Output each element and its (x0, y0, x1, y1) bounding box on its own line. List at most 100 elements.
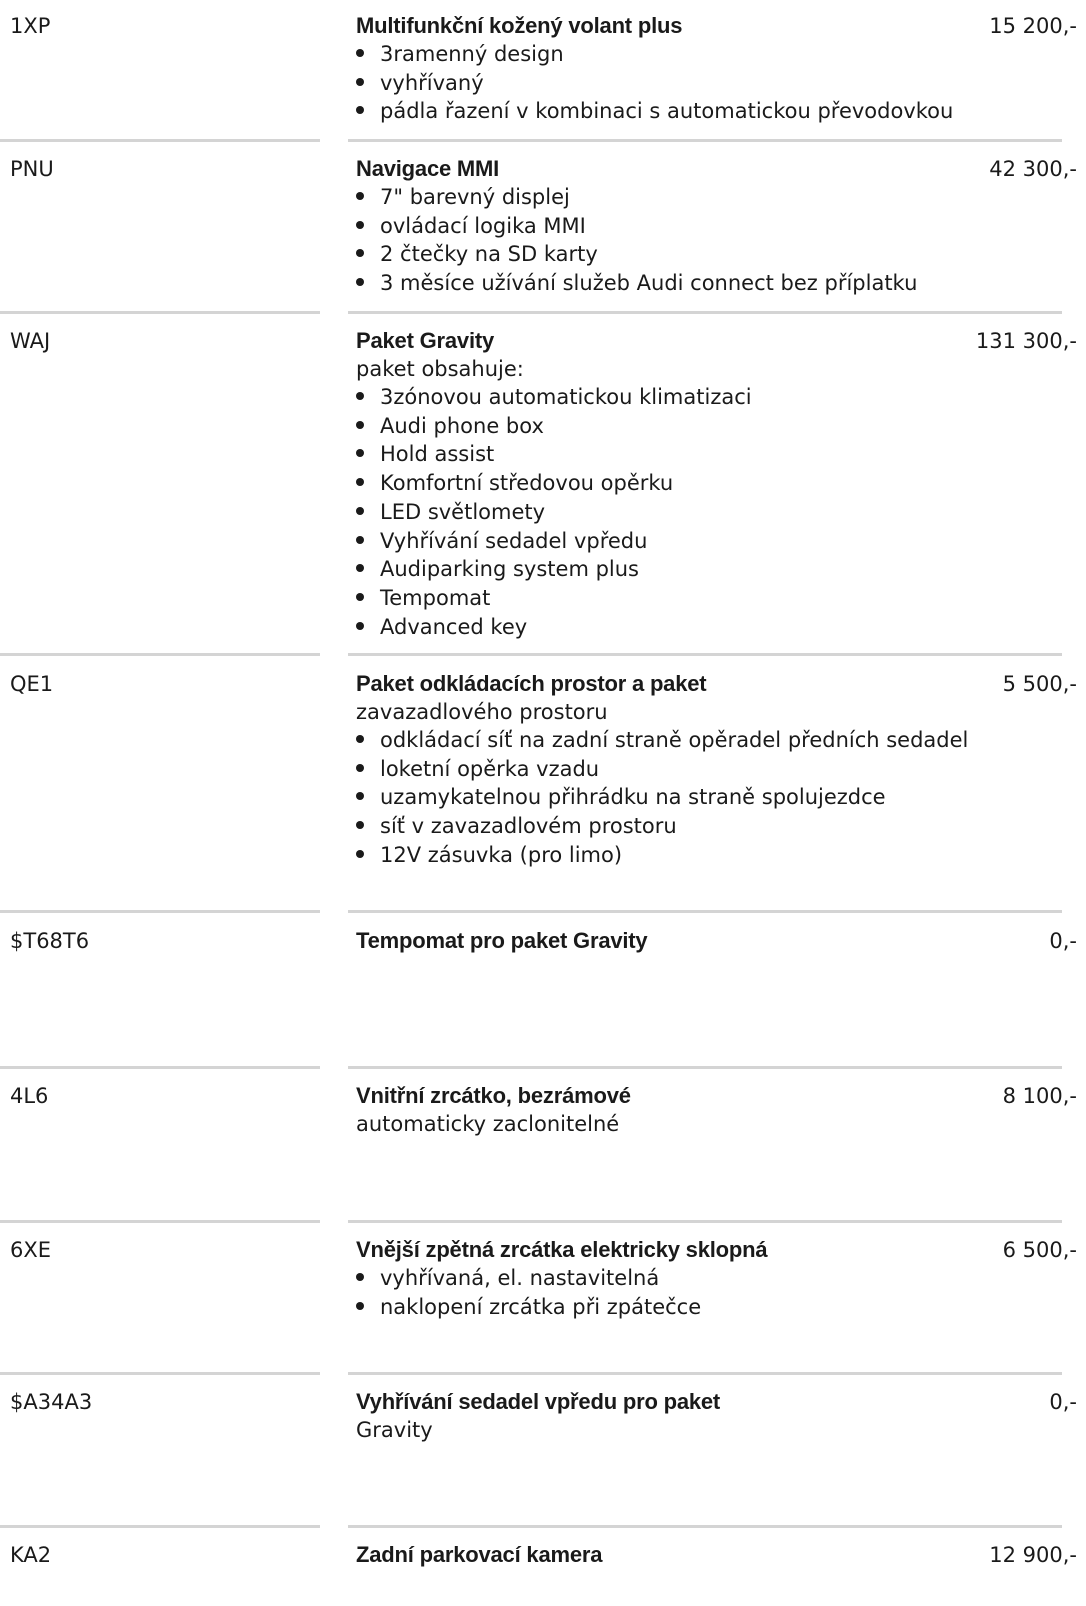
bullet-icon (356, 763, 364, 772)
option-details: Vnitřní zrcátko, bezrámové automaticky za… (356, 1082, 996, 1138)
feature-item: loketní opěrka vzadu (356, 755, 996, 784)
bullet-icon (356, 1273, 364, 1281)
option-subtitle: automaticky zaclonitelné (356, 1112, 620, 1136)
feature-item: Hold assist (356, 440, 996, 469)
option-code: $T68T6 (10, 929, 90, 953)
feature-list: odkládací síť na zadní straně opěradel p… (356, 726, 996, 870)
bullet-icon (356, 506, 364, 515)
feature-list: vyhřívaná, el. nastavitelná naklopení zrc… (356, 1264, 996, 1321)
option-price: 131 300,- (975, 329, 1077, 353)
feature-item: Komfortní středovou opěrku (356, 469, 996, 498)
option-price: 6 500,- (1002, 1238, 1077, 1262)
feature-text: Tempomat (380, 585, 491, 610)
divider (348, 653, 1062, 656)
feature-item: 12V zásuvka (pro limo) (356, 841, 996, 870)
feature-item: Vyhřívání sedadel vpředu (356, 527, 996, 556)
option-price: 15 200,- (989, 14, 1077, 38)
option-code: $A34A3 (10, 1390, 93, 1414)
feature-text: 3ramenný design (380, 42, 564, 66)
bullet-icon (356, 106, 364, 115)
feature-text: 3 měsíce užívání služeb Audi connect bez… (380, 271, 918, 296)
feature-item: uzamykatelnou přihrádku na straně spoluj… (356, 783, 996, 812)
feature-text: pádla řazení v kombinaci s automatickou … (380, 99, 954, 124)
feature-item: 3ramenný design (356, 40, 996, 69)
feature-text: vyhřívaná, el. nastavitelná (380, 1266, 660, 1290)
divider (348, 1372, 1062, 1375)
feature-text: 2 čtečky na SD karty (380, 242, 598, 267)
divider (348, 311, 1062, 314)
bullet-icon (356, 192, 364, 200)
feature-text: loketní opěrka vzadu (380, 756, 600, 781)
option-details: Zadní parkovací kamera (356, 1541, 996, 1569)
feature-item: 3zónovou automatickou klimatizaci (356, 383, 996, 412)
option-price: 5 500,- (1002, 672, 1077, 696)
option-title: Multifunkční kožený volant plus (356, 13, 683, 38)
option-details: Multifunkční kožený volant plus 3ramenný … (356, 12, 996, 126)
feature-text: 3zónovou automatickou klimatizaci (380, 385, 752, 409)
bullet-icon (356, 821, 364, 830)
feature-text: Komfortní středovou opěrku (380, 471, 674, 496)
bullet-icon (356, 420, 364, 429)
feature-item: ovládací logika MMI (356, 212, 996, 241)
option-title: Zadní parkovací kamera (356, 1542, 603, 1567)
bullet-icon (356, 220, 364, 229)
option-title: Vyhřívání sedadel vpředu pro paket (356, 1389, 721, 1414)
feature-text: 7" barevný displej (380, 185, 570, 209)
feature-text: Audi phone box (380, 413, 544, 438)
feature-item: síť v zavazadlovém prostoru (356, 812, 996, 841)
divider (348, 1525, 1062, 1528)
bullet-icon (356, 249, 364, 258)
divider (0, 1372, 320, 1375)
option-title: Vnější zpětná zrcátka elektricky sklopná (356, 1237, 768, 1262)
divider (348, 910, 1062, 913)
bullet-icon (356, 792, 364, 801)
divider (0, 1220, 320, 1223)
feature-text: 12V zásuvka (pro limo) (380, 842, 623, 867)
feature-list: 3zónovou automatickou klimatizaci Audi ph… (356, 383, 996, 641)
feature-list: 3ramenný design vyhřívaný pádla řazení v k… (356, 40, 996, 126)
feature-item: 2 čtečky na SD karty (356, 240, 996, 269)
divider (0, 653, 320, 656)
bullet-icon (356, 278, 364, 287)
option-title: Tempomat pro paket Gravity (356, 928, 648, 953)
divider (0, 311, 320, 314)
option-title: Navigace MMI (356, 156, 500, 181)
bullet-icon (356, 564, 364, 573)
divider (348, 1066, 1062, 1069)
option-code: 6XE (10, 1238, 52, 1262)
divider (0, 910, 320, 913)
feature-text: Hold assist (380, 442, 495, 467)
bullet-icon (356, 735, 364, 743)
feature-item: vyhřívaný (356, 69, 996, 98)
feature-item: 7" barevný displej (356, 183, 996, 212)
option-code: KA2 (10, 1543, 52, 1567)
divider (0, 1525, 320, 1528)
feature-text: vyhřívaný (380, 70, 484, 95)
option-price: 0,- (1049, 929, 1077, 953)
option-subtitle: paket obsahuje: (356, 357, 524, 381)
bullet-icon (356, 592, 364, 601)
option-subtitle: Gravity (356, 1418, 433, 1442)
option-code: 1XP (10, 14, 51, 38)
bullet-icon (356, 478, 364, 487)
feature-text: Audiparking system plus (380, 557, 639, 582)
option-price: 8 100,- (1002, 1084, 1077, 1108)
bullet-icon (356, 1301, 364, 1310)
option-code: PNU (10, 157, 54, 181)
option-code: 4L6 (10, 1084, 49, 1108)
option-code: QE1 (10, 672, 54, 696)
feature-text: LED světlomety (380, 499, 546, 524)
option-details: Vnější zpětná zrcátka elektricky sklopná… (356, 1236, 996, 1321)
feature-text: odkládací síť na zadní straně opěradel p… (380, 728, 969, 752)
feature-item: LED světlomety (356, 498, 996, 527)
feature-text: Vyhřívání sedadel vpředu (380, 528, 648, 553)
feature-item: 3 měsíce užívání služeb Audi connect bez… (356, 269, 996, 298)
feature-text: naklopení zrcátka při zpátečce (380, 1294, 702, 1319)
option-details: Paket Gravity paket obsahuje: 3zónovou aut… (356, 327, 996, 641)
option-subtitle: zavazadlového prostoru (356, 700, 608, 724)
divider (348, 1220, 1062, 1223)
divider (0, 139, 320, 142)
feature-item: Audi phone box (356, 412, 996, 441)
bullet-icon (356, 535, 364, 544)
feature-item: pádla řazení v kombinaci s automatickou … (356, 97, 996, 126)
